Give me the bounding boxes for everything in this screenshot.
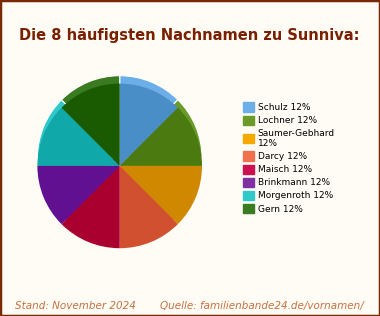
Wedge shape [120, 166, 178, 248]
Wedge shape [62, 166, 120, 248]
Wedge shape [62, 76, 120, 158]
Text: Die 8 häufigsten Nachnamen zu Sunniva:: Die 8 häufigsten Nachnamen zu Sunniva: [19, 28, 359, 43]
Text: 12.5%: 12.5% [84, 202, 116, 210]
Wedge shape [120, 158, 178, 240]
Wedge shape [120, 158, 202, 216]
Wedge shape [120, 166, 202, 224]
Text: Quelle: familienbande24.de/vornamen/: Quelle: familienbande24.de/vornamen/ [160, 301, 363, 311]
Wedge shape [120, 84, 178, 166]
Text: 12.5%: 12.5% [124, 106, 155, 114]
Wedge shape [62, 158, 120, 240]
Text: 12.5%: 12.5% [152, 173, 183, 182]
Wedge shape [37, 108, 120, 166]
Text: 12.5%: 12.5% [124, 202, 155, 210]
Wedge shape [37, 166, 120, 224]
Wedge shape [37, 100, 120, 158]
Wedge shape [120, 108, 202, 166]
Wedge shape [120, 76, 178, 158]
Wedge shape [37, 158, 120, 216]
Text: 12.5%: 12.5% [56, 173, 87, 182]
Text: 12.5%: 12.5% [56, 134, 87, 143]
Text: Stand: November 2024: Stand: November 2024 [15, 301, 136, 311]
Legend: Schulz 12%, Lochner 12%, Saumer-Gebhard
12%, Darcy 12%, Maisch 12%, Brinkmann 12: Schulz 12%, Lochner 12%, Saumer-Gebhard … [243, 102, 335, 214]
Wedge shape [120, 100, 202, 158]
Text: 12.5%: 12.5% [84, 106, 116, 114]
Text: 12.5%: 12.5% [152, 134, 183, 143]
Wedge shape [62, 84, 120, 166]
